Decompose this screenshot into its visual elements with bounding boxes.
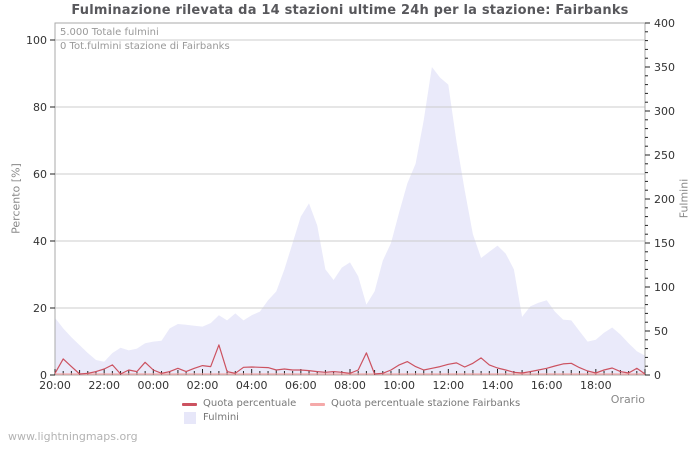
svg-text:00:00: 00:00	[137, 379, 169, 392]
svg-text:12:00: 12:00	[432, 379, 464, 392]
svg-text:50: 50	[654, 325, 668, 338]
svg-text:350: 350	[654, 61, 675, 74]
svg-text:0: 0	[654, 369, 661, 382]
annotation-station-strikes: 0 Tot.fulmini stazione di Fairbanks	[60, 41, 230, 52]
svg-text:08:00: 08:00	[334, 379, 366, 392]
svg-text:10:00: 10:00	[383, 379, 415, 392]
svg-text:0: 0	[40, 369, 47, 382]
svg-text:20: 20	[33, 302, 47, 315]
left-axis-title: Percento [%]	[9, 163, 23, 234]
svg-text:60: 60	[33, 168, 47, 181]
svg-text:40: 40	[33, 235, 47, 248]
svg-text:02:00: 02:00	[187, 379, 219, 392]
svg-text:80: 80	[33, 101, 47, 114]
svg-text:20:00: 20:00	[39, 379, 71, 392]
svg-text:100: 100	[654, 281, 675, 294]
legend-swatch-quota-percentuale	[182, 403, 197, 406]
svg-text:250: 250	[654, 149, 675, 162]
legend-label-quota-stazione: Quota percentuale stazione Fairbanks	[331, 398, 521, 409]
svg-text:22:00: 22:00	[88, 379, 120, 392]
legend-label-quota-percentuale: Quota percentuale	[203, 398, 297, 409]
legend-swatch-fulmini	[184, 412, 196, 424]
svg-text:150: 150	[654, 237, 675, 250]
x-axis-title: Orario	[610, 393, 645, 406]
svg-text:200: 200	[654, 193, 675, 206]
svg-text:14:00: 14:00	[482, 379, 514, 392]
svg-text:16:00: 16:00	[531, 379, 563, 392]
svg-text:06:00: 06:00	[285, 379, 317, 392]
right-axis-title: Fulmini	[677, 178, 691, 219]
svg-text:04:00: 04:00	[236, 379, 268, 392]
svg-text:100: 100	[26, 34, 47, 47]
svg-text:18:00: 18:00	[580, 379, 612, 392]
chart-title: Fulminazione rilevata da 14 stazioni ult…	[71, 3, 629, 18]
legend-label-fulmini: Fulmini	[203, 412, 239, 423]
legend-swatch-quota-stazione	[310, 403, 325, 406]
svg-text:300: 300	[654, 105, 675, 118]
watermark-link: www.lightningmaps.org	[8, 430, 138, 443]
annotation-total-strikes: 5.000 Totale fulmini	[60, 27, 159, 38]
svg-text:400: 400	[654, 17, 675, 30]
